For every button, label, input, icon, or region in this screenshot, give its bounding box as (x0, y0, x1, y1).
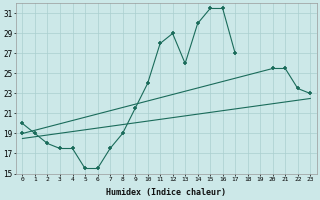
X-axis label: Humidex (Indice chaleur): Humidex (Indice chaleur) (106, 188, 226, 197)
